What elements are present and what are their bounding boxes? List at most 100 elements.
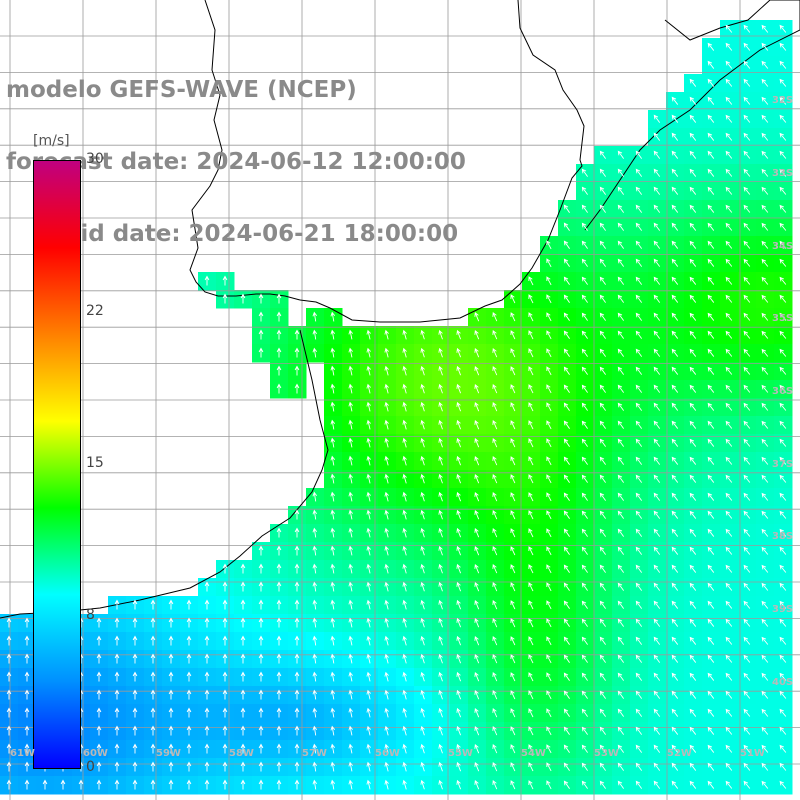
wind-arrow bbox=[96, 671, 102, 682]
wind-arrow bbox=[581, 654, 588, 663]
wind-arrow bbox=[581, 420, 588, 429]
wind-arrow bbox=[761, 150, 769, 159]
wind-arrow bbox=[635, 636, 643, 645]
wind-arrow bbox=[635, 168, 643, 177]
wind-arrow bbox=[330, 725, 336, 736]
wind-arrow bbox=[222, 725, 228, 736]
wind-arrow bbox=[635, 744, 643, 753]
wind-arrow bbox=[114, 743, 120, 754]
wind-arrow bbox=[474, 545, 480, 556]
wind-arrow bbox=[653, 726, 661, 735]
wind-arrow bbox=[420, 689, 425, 700]
wind-arrow bbox=[761, 348, 769, 357]
wind-arrow bbox=[617, 708, 625, 717]
wind-arrow bbox=[779, 528, 787, 537]
wind-arrow bbox=[96, 617, 102, 628]
wind-arrow bbox=[276, 725, 282, 736]
wind-arrow bbox=[474, 437, 480, 448]
wind-arrow bbox=[348, 707, 354, 718]
wind-arrow bbox=[384, 509, 389, 520]
wind-arrow bbox=[617, 510, 625, 519]
wind-arrow bbox=[510, 474, 516, 484]
wind-arrow bbox=[725, 132, 733, 141]
wind-arrow bbox=[635, 528, 643, 537]
wind-arrow bbox=[150, 689, 156, 700]
wind-arrow bbox=[743, 312, 751, 321]
wind-arrow bbox=[384, 527, 389, 538]
wind-arrow bbox=[528, 708, 534, 718]
wind-arrow bbox=[312, 599, 318, 610]
longitude-label: 56W bbox=[375, 748, 400, 759]
wind-arrow bbox=[581, 582, 588, 591]
wind-arrow bbox=[707, 600, 715, 609]
wind-arrow bbox=[294, 689, 300, 700]
coastline bbox=[0, 0, 800, 619]
wind-arrow bbox=[546, 240, 552, 250]
wind-arrow bbox=[384, 743, 389, 754]
wind-arrow bbox=[725, 744, 733, 753]
wind-arrow bbox=[456, 761, 462, 772]
wind-arrow bbox=[114, 635, 120, 646]
wind-arrow bbox=[510, 546, 516, 556]
wind-arrow bbox=[689, 240, 697, 249]
wind-arrow bbox=[761, 438, 769, 447]
wind-arrow bbox=[114, 671, 120, 682]
wind-arrow bbox=[420, 527, 425, 538]
wind-arrow bbox=[402, 743, 407, 754]
wind-arrow bbox=[563, 582, 570, 591]
wind-arrow bbox=[402, 401, 407, 412]
wind-arrow bbox=[312, 725, 318, 736]
wind-arrow bbox=[617, 204, 625, 213]
wind-arrow bbox=[438, 779, 443, 790]
wind-arrow bbox=[779, 150, 787, 159]
wind-arrow bbox=[689, 546, 697, 555]
wind-arrow bbox=[743, 132, 751, 141]
wind-arrow bbox=[366, 689, 371, 700]
wind-arrow bbox=[384, 581, 389, 592]
wind-arrow bbox=[779, 96, 787, 105]
wind-arrow bbox=[420, 671, 425, 682]
wind-arrow bbox=[546, 546, 552, 556]
wind-arrow bbox=[563, 780, 570, 789]
wind-arrow bbox=[761, 564, 769, 573]
wind-arrow bbox=[348, 329, 354, 340]
wind-arrow bbox=[276, 347, 282, 358]
wind-arrow bbox=[635, 672, 643, 681]
wind-arrow bbox=[366, 509, 371, 520]
wind-arrow bbox=[438, 743, 443, 754]
wind-arrow bbox=[420, 401, 425, 412]
wind-arrow bbox=[114, 707, 120, 718]
wind-arrow bbox=[528, 474, 534, 484]
wind-arrow bbox=[492, 582, 498, 592]
wind-arrow bbox=[599, 294, 607, 303]
wind-arrow bbox=[779, 186, 787, 195]
wind-arrow bbox=[438, 689, 443, 700]
wind-arrow bbox=[743, 690, 751, 699]
wind-arrow bbox=[707, 186, 715, 195]
wind-arrow bbox=[132, 761, 138, 772]
wind-arrow bbox=[204, 581, 210, 592]
longitude-label: 57W bbox=[302, 748, 327, 759]
wind-arrow bbox=[725, 708, 733, 717]
wind-arrow bbox=[204, 761, 210, 772]
wind-arrow bbox=[348, 545, 354, 556]
wind-arrow bbox=[492, 762, 498, 772]
wind-arrow bbox=[474, 761, 480, 772]
wind-arrow bbox=[689, 276, 697, 285]
forecast-date: forecast date: 2024-06-12 12:00:00 bbox=[6, 149, 466, 175]
wind-arrow bbox=[420, 437, 425, 448]
wind-arrow bbox=[528, 510, 534, 520]
wind-arrow bbox=[420, 635, 425, 646]
wind-arrow bbox=[635, 780, 643, 789]
wind-arrow bbox=[689, 384, 697, 393]
wind-arrow bbox=[474, 599, 480, 610]
wind-arrow bbox=[761, 204, 769, 213]
wind-arrow bbox=[330, 653, 336, 664]
wind-arrow bbox=[617, 276, 625, 285]
longitude-label: 53W bbox=[594, 748, 619, 759]
wind-arrow bbox=[402, 419, 407, 430]
wind-arrow bbox=[707, 384, 715, 393]
wind-arrow bbox=[384, 437, 389, 448]
wind-arrow bbox=[671, 618, 679, 627]
wind-arrow bbox=[563, 456, 570, 465]
